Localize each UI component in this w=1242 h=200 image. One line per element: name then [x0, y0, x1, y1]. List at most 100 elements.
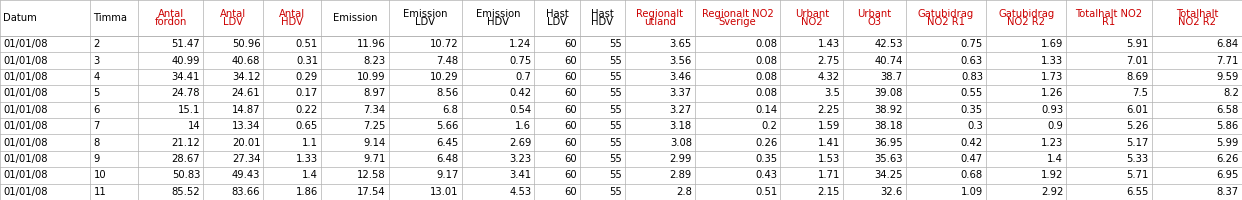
- Text: 15.1: 15.1: [178, 105, 200, 115]
- Text: 6.84: 6.84: [1217, 39, 1238, 49]
- Text: 3.08: 3.08: [669, 138, 692, 148]
- Text: 4.53: 4.53: [509, 187, 532, 197]
- Text: 0.31: 0.31: [296, 56, 318, 66]
- Text: 0.08: 0.08: [755, 88, 777, 98]
- Text: 32.6: 32.6: [881, 187, 903, 197]
- Text: 0.08: 0.08: [755, 72, 777, 82]
- Text: 8: 8: [93, 138, 99, 148]
- Text: 0.51: 0.51: [755, 187, 777, 197]
- Text: 55: 55: [609, 187, 622, 197]
- Text: HDV: HDV: [281, 17, 303, 27]
- Text: LDV: LDV: [415, 17, 435, 27]
- Text: 10.99: 10.99: [358, 72, 386, 82]
- Text: 01/01/08: 01/01/08: [4, 105, 47, 115]
- Text: 2.99: 2.99: [669, 154, 692, 164]
- Text: 6.58: 6.58: [1217, 105, 1238, 115]
- Text: 9.17: 9.17: [436, 170, 458, 180]
- Text: 7.48: 7.48: [436, 56, 458, 66]
- Text: 17.54: 17.54: [358, 187, 386, 197]
- Text: 40.99: 40.99: [171, 56, 200, 66]
- Text: 9.14: 9.14: [364, 138, 386, 148]
- Text: 55: 55: [609, 39, 622, 49]
- Text: 38.92: 38.92: [874, 105, 903, 115]
- Text: 1.92: 1.92: [1041, 170, 1063, 180]
- Text: 0.3: 0.3: [968, 121, 982, 131]
- Text: 13.01: 13.01: [430, 187, 458, 197]
- Text: 0.93: 0.93: [1041, 105, 1063, 115]
- Text: 01/01/08: 01/01/08: [4, 72, 47, 82]
- Text: 0.83: 0.83: [961, 72, 982, 82]
- Text: 40.68: 40.68: [232, 56, 261, 66]
- Text: 1.33: 1.33: [296, 154, 318, 164]
- Text: 60: 60: [564, 72, 576, 82]
- Text: 2.15: 2.15: [817, 187, 840, 197]
- Text: 2.89: 2.89: [669, 170, 692, 180]
- Text: 10.29: 10.29: [430, 72, 458, 82]
- Text: 35.63: 35.63: [874, 154, 903, 164]
- Text: 21.12: 21.12: [171, 138, 200, 148]
- Text: fordon: fordon: [154, 17, 186, 27]
- Text: 7.71: 7.71: [1216, 56, 1238, 66]
- Text: 5: 5: [93, 88, 99, 98]
- Text: 28.67: 28.67: [171, 154, 200, 164]
- Text: 0.29: 0.29: [296, 72, 318, 82]
- Text: 13.34: 13.34: [232, 121, 261, 131]
- Text: 5.26: 5.26: [1126, 121, 1149, 131]
- Text: 3.56: 3.56: [669, 56, 692, 66]
- Text: 5.66: 5.66: [436, 121, 458, 131]
- Text: 3.41: 3.41: [509, 170, 532, 180]
- Text: 14.87: 14.87: [232, 105, 261, 115]
- Text: NO2: NO2: [801, 17, 822, 27]
- Text: 5.17: 5.17: [1126, 138, 1149, 148]
- Text: 2.69: 2.69: [509, 138, 532, 148]
- Text: O3: O3: [867, 17, 882, 27]
- Text: 7: 7: [93, 121, 99, 131]
- Text: HDV: HDV: [487, 17, 509, 27]
- Text: 49.43: 49.43: [232, 170, 261, 180]
- Text: Emission: Emission: [333, 13, 378, 23]
- Text: 34.41: 34.41: [171, 72, 200, 82]
- Text: 8.69: 8.69: [1126, 72, 1149, 82]
- Text: 0.54: 0.54: [509, 105, 532, 115]
- Text: 3.37: 3.37: [669, 88, 692, 98]
- Text: 01/01/08: 01/01/08: [4, 88, 47, 98]
- Text: 2.92: 2.92: [1041, 187, 1063, 197]
- Text: 0.75: 0.75: [960, 39, 982, 49]
- Text: 60: 60: [564, 39, 576, 49]
- Text: Hast: Hast: [545, 9, 569, 19]
- Text: 6: 6: [93, 105, 99, 115]
- Text: 5.91: 5.91: [1126, 39, 1149, 49]
- Text: 60: 60: [564, 187, 576, 197]
- Text: 5.86: 5.86: [1217, 121, 1238, 131]
- Text: 01/01/08: 01/01/08: [4, 170, 47, 180]
- Text: 0.22: 0.22: [296, 105, 318, 115]
- Text: 3.65: 3.65: [669, 39, 692, 49]
- Text: 8.97: 8.97: [364, 88, 386, 98]
- Text: 38.7: 38.7: [881, 72, 903, 82]
- Text: 1.4: 1.4: [302, 170, 318, 180]
- Text: 8.56: 8.56: [436, 88, 458, 98]
- Text: Regionalt: Regionalt: [636, 9, 683, 19]
- Text: 3.23: 3.23: [509, 154, 532, 164]
- Text: Totalhalt: Totalhalt: [1176, 9, 1218, 19]
- Text: 55: 55: [609, 121, 622, 131]
- Text: 60: 60: [564, 88, 576, 98]
- Text: Antal: Antal: [279, 9, 306, 19]
- Text: 38.18: 38.18: [874, 121, 903, 131]
- Text: 1.59: 1.59: [817, 121, 840, 131]
- Text: 1.43: 1.43: [817, 39, 840, 49]
- Text: 2.25: 2.25: [817, 105, 840, 115]
- Text: 85.52: 85.52: [171, 187, 200, 197]
- Text: utland: utland: [643, 17, 676, 27]
- Text: 60: 60: [564, 138, 576, 148]
- Text: 7.25: 7.25: [364, 121, 386, 131]
- Text: 34.12: 34.12: [232, 72, 261, 82]
- Text: 0.7: 0.7: [515, 72, 532, 82]
- Text: Hast: Hast: [591, 9, 614, 19]
- Text: 6.01: 6.01: [1126, 105, 1149, 115]
- Text: 40.74: 40.74: [874, 56, 903, 66]
- Text: 0.47: 0.47: [961, 154, 982, 164]
- Text: 1.71: 1.71: [817, 170, 840, 180]
- Text: 1.73: 1.73: [1041, 72, 1063, 82]
- Text: 55: 55: [609, 170, 622, 180]
